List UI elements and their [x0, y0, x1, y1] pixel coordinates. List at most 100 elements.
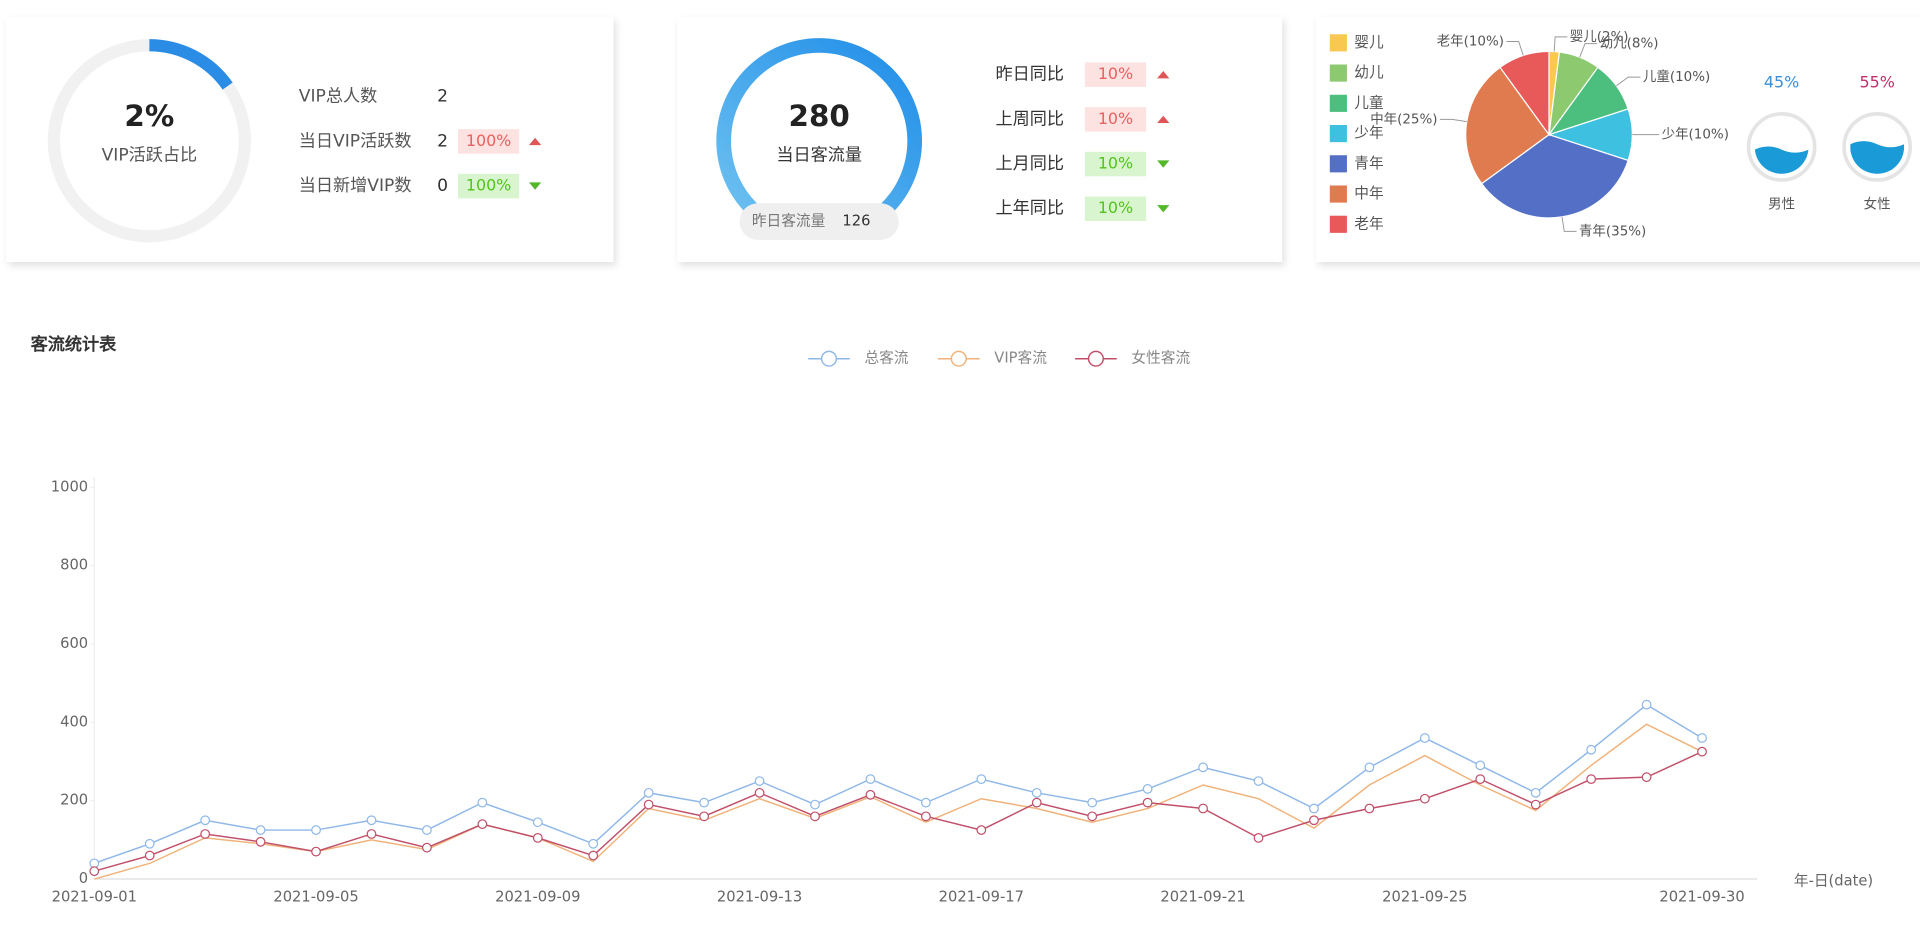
trend-arrow: [528, 182, 542, 190]
point: [976, 825, 987, 835]
pie-leader: [1579, 43, 1598, 58]
point: [1641, 772, 1652, 783]
point: [1641, 699, 1652, 710]
point: [1087, 797, 1098, 808]
row-value: 0: [437, 176, 448, 196]
x-tick-label: 2021-09-13: [717, 888, 802, 905]
pie-leader: [1561, 216, 1577, 232]
point: [1475, 760, 1486, 771]
vip-arc: [149, 39, 233, 90]
point: [1142, 797, 1153, 808]
pie-label: 中年(25%): [1370, 111, 1437, 127]
y-tick-label: 1000: [51, 478, 88, 495]
yesterday-value: 126: [842, 213, 870, 230]
row-label: VIP总人数: [299, 87, 377, 107]
pie-label: 儿童(10%): [1643, 68, 1710, 85]
legend-label: 中年: [1354, 185, 1384, 202]
point: [920, 797, 931, 808]
change-text: 100%: [466, 176, 511, 195]
pie-label: 婴儿(2%): [1570, 29, 1629, 45]
point: [588, 838, 599, 849]
y-tick-label: 200: [60, 792, 88, 809]
change-badge: [457, 129, 520, 154]
series-line: [94, 703, 1703, 865]
flow-value: 280: [789, 99, 850, 133]
legend-swatch: [1329, 215, 1347, 233]
point: [588, 850, 599, 861]
pie-leader: [1506, 41, 1524, 56]
point: [1142, 784, 1153, 794]
pie-leader: [1553, 36, 1568, 52]
vip-label: VIP活跃占比: [102, 145, 198, 165]
liquid-value: 55%: [1859, 73, 1894, 92]
point: [1253, 832, 1264, 843]
pie-label: 少年(10%): [1662, 127, 1729, 143]
row-label: 上月同比: [996, 154, 1065, 174]
series-line: [94, 751, 1703, 872]
flow-gauge: [716, 38, 923, 214]
legend-label: 儿童: [1354, 93, 1384, 111]
point: [1364, 803, 1375, 814]
legend-swatch: [1329, 124, 1347, 143]
point: [1087, 811, 1098, 822]
row-label: 上年同比: [996, 199, 1065, 219]
y-tick-label: 600: [60, 635, 88, 652]
chart-title: 客流统计表: [30, 334, 118, 355]
point: [1586, 774, 1597, 785]
point: [699, 811, 710, 822]
point: [311, 846, 321, 857]
trend-arrow: [528, 137, 542, 146]
legend-swatch: [1329, 155, 1347, 173]
change-badge: [1084, 62, 1147, 87]
row-label: 当日VIP活跃数: [299, 131, 412, 151]
point: [422, 842, 432, 853]
point: [865, 774, 876, 785]
legend-swatch: [1329, 185, 1347, 203]
change-badge: [1084, 196, 1147, 221]
point: [89, 866, 100, 877]
point: [920, 811, 931, 822]
point: [865, 789, 876, 800]
x-axis-label: 年-日(date): [1794, 872, 1873, 889]
point: [1586, 744, 1597, 755]
point: [477, 797, 488, 808]
x-tick-label: 2021-09-17: [939, 888, 1024, 905]
point: [144, 838, 155, 849]
point: [699, 797, 710, 808]
pie-label: 老年(10%): [1437, 34, 1504, 50]
point: [532, 832, 543, 843]
point: [1475, 774, 1486, 785]
legend-label: 少年: [1354, 125, 1384, 142]
change-badge: [1084, 151, 1147, 177]
flow-label: 当日客流量: [776, 145, 862, 165]
point: [1364, 762, 1375, 773]
point: [754, 776, 765, 786]
point: [311, 825, 321, 835]
change-badge: [1084, 107, 1147, 132]
y-tick-label: 400: [60, 713, 88, 730]
point: [255, 825, 266, 835]
point: [255, 836, 266, 847]
legend-marker: [950, 350, 967, 367]
point: [643, 799, 654, 810]
liquid-name: 男性: [1768, 196, 1795, 212]
x-tick-label: 2021-09-30: [1659, 888, 1744, 905]
row-label: 当日新增VIP数: [299, 176, 412, 196]
point: [200, 815, 211, 826]
x-tick-label: 2021-09-01: [52, 888, 137, 905]
point: [1031, 787, 1042, 798]
yesterday-label: 昨日客流量: [752, 213, 826, 230]
legend-label: 女性客流: [1131, 349, 1190, 367]
y-tick-label: 0: [79, 870, 88, 887]
row-label: 上周同比: [996, 109, 1065, 129]
point: [366, 815, 377, 826]
yesterday-pill: [739, 203, 899, 240]
point: [810, 799, 820, 810]
legend-label: 老年: [1354, 215, 1384, 232]
x-tick-label: 2021-09-09: [495, 888, 580, 905]
legend-label: 总客流: [864, 350, 908, 367]
legend-swatch: [1329, 34, 1347, 52]
point: [1198, 803, 1208, 814]
change-text: 10%: [1098, 198, 1133, 217]
